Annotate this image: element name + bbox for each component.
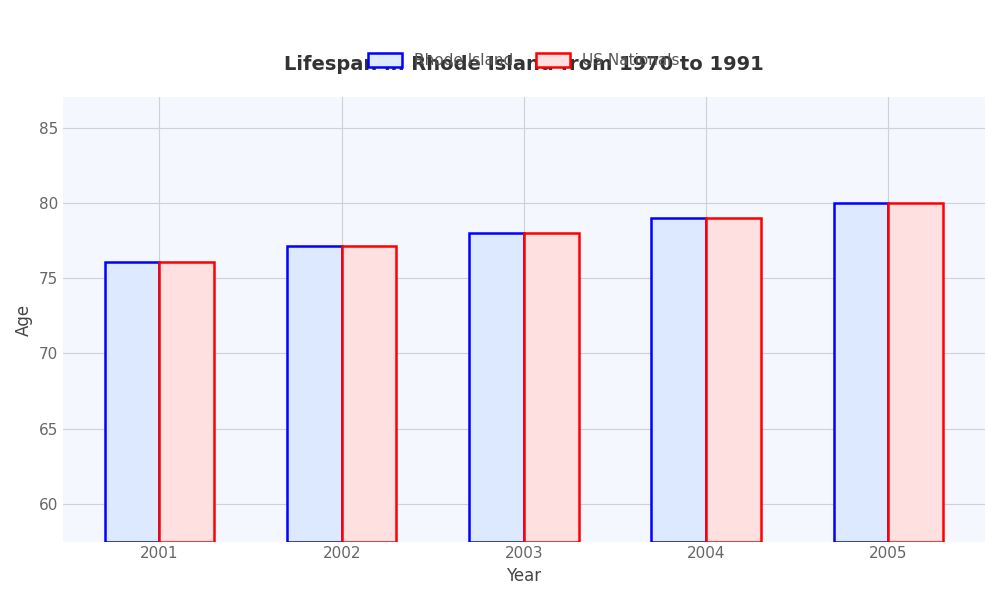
Bar	[706, 218, 761, 542]
X-axis label: Year: Year	[506, 567, 541, 585]
Y-axis label: Age: Age	[15, 304, 33, 335]
Bar	[159, 262, 214, 542]
Bar	[524, 233, 579, 542]
Bar	[342, 247, 396, 542]
Bar	[834, 203, 888, 542]
Bar	[287, 247, 342, 542]
Bar	[469, 233, 524, 542]
Legend: Rhode Island, US Nationals: Rhode Island, US Nationals	[362, 47, 686, 74]
Bar	[105, 262, 159, 542]
Bar	[651, 218, 706, 542]
Title: Lifespan in Rhode Island from 1970 to 1991: Lifespan in Rhode Island from 1970 to 19…	[284, 55, 764, 74]
Bar	[888, 203, 943, 542]
